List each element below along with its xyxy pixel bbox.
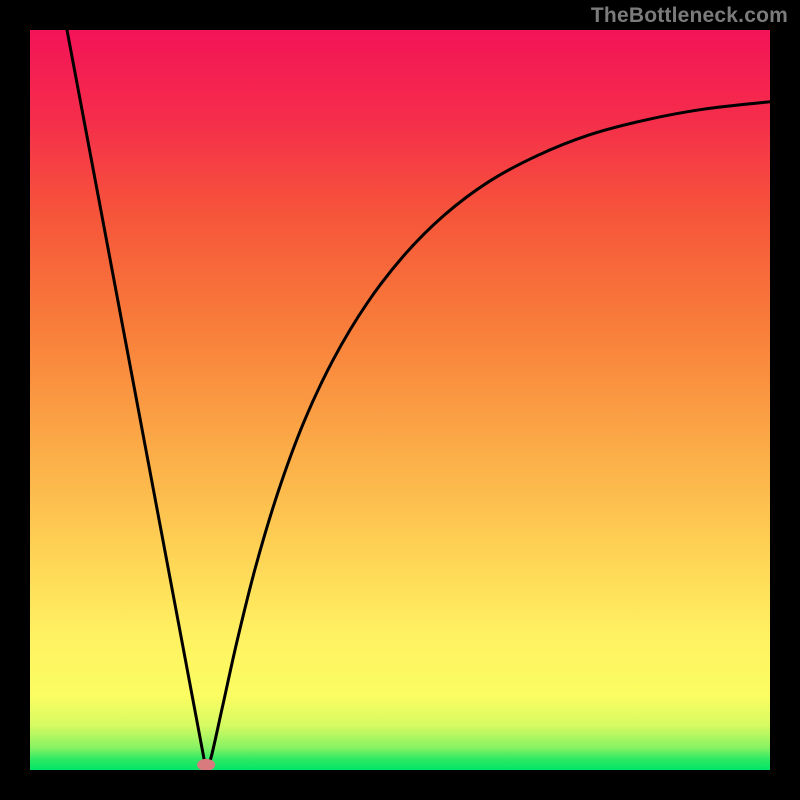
curve-left-branch <box>67 30 206 770</box>
minimum-marker <box>197 759 215 770</box>
curve-layer <box>30 30 770 770</box>
plot-area <box>30 30 770 770</box>
watermark-text: TheBottleneck.com <box>591 4 788 28</box>
chart-frame: TheBottleneck.com <box>0 0 800 800</box>
curve-right-branch <box>206 102 770 770</box>
